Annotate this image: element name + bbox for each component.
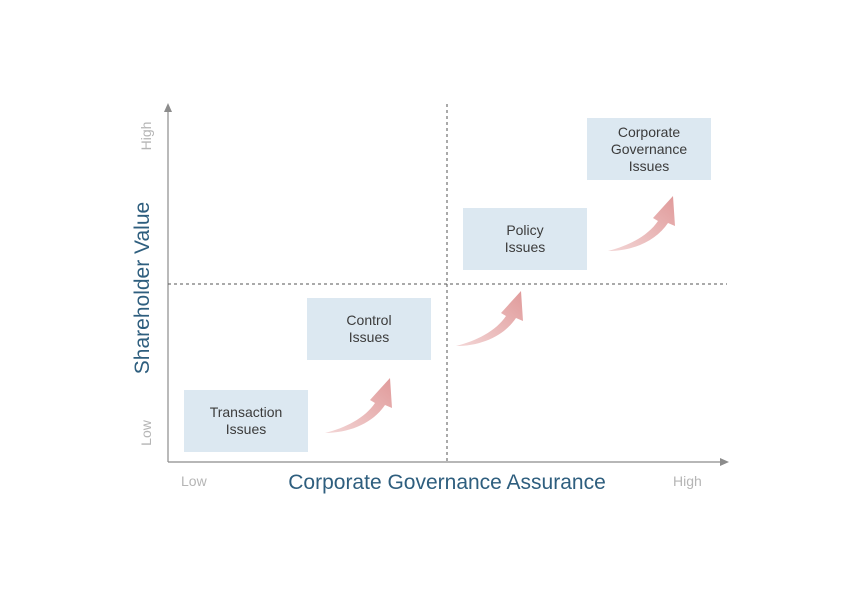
x-axis-title: Corporate Governance Assurance: [288, 471, 606, 494]
y-axis-low-label: Low: [138, 420, 154, 446]
x-axis-arrowhead: [720, 458, 729, 466]
transaction-issues-box: Transaction Issues: [184, 390, 308, 452]
box-line: Issues: [225, 421, 267, 437]
x-axis-low-label: Low: [181, 473, 207, 489]
policy-issues-box: Policy Issues: [463, 208, 587, 270]
box-line: Issues: [628, 157, 670, 174]
corporate-governance-issues-box: Corporate Governance Issues: [587, 118, 711, 180]
box-line: Issues: [504, 239, 546, 255]
y-axis-arrowhead: [164, 103, 172, 112]
box-line: Corporate: [617, 123, 681, 140]
box-line: Transaction: [209, 404, 283, 420]
box-line: Governance: [610, 140, 688, 157]
y-axis-title: Shareholder Value: [131, 201, 154, 375]
progress-arrow-3: [608, 196, 675, 251]
progress-arrow-2: [456, 291, 523, 346]
progress-arrow-1: [325, 378, 392, 433]
control-issues-box: Control Issues: [307, 298, 431, 360]
box-line: Policy: [506, 222, 544, 238]
box-line: Control: [346, 312, 392, 328]
x-axis-high-label: High: [673, 473, 702, 489]
y-axis-high-label: High: [138, 121, 154, 151]
box-line: Issues: [348, 329, 390, 345]
